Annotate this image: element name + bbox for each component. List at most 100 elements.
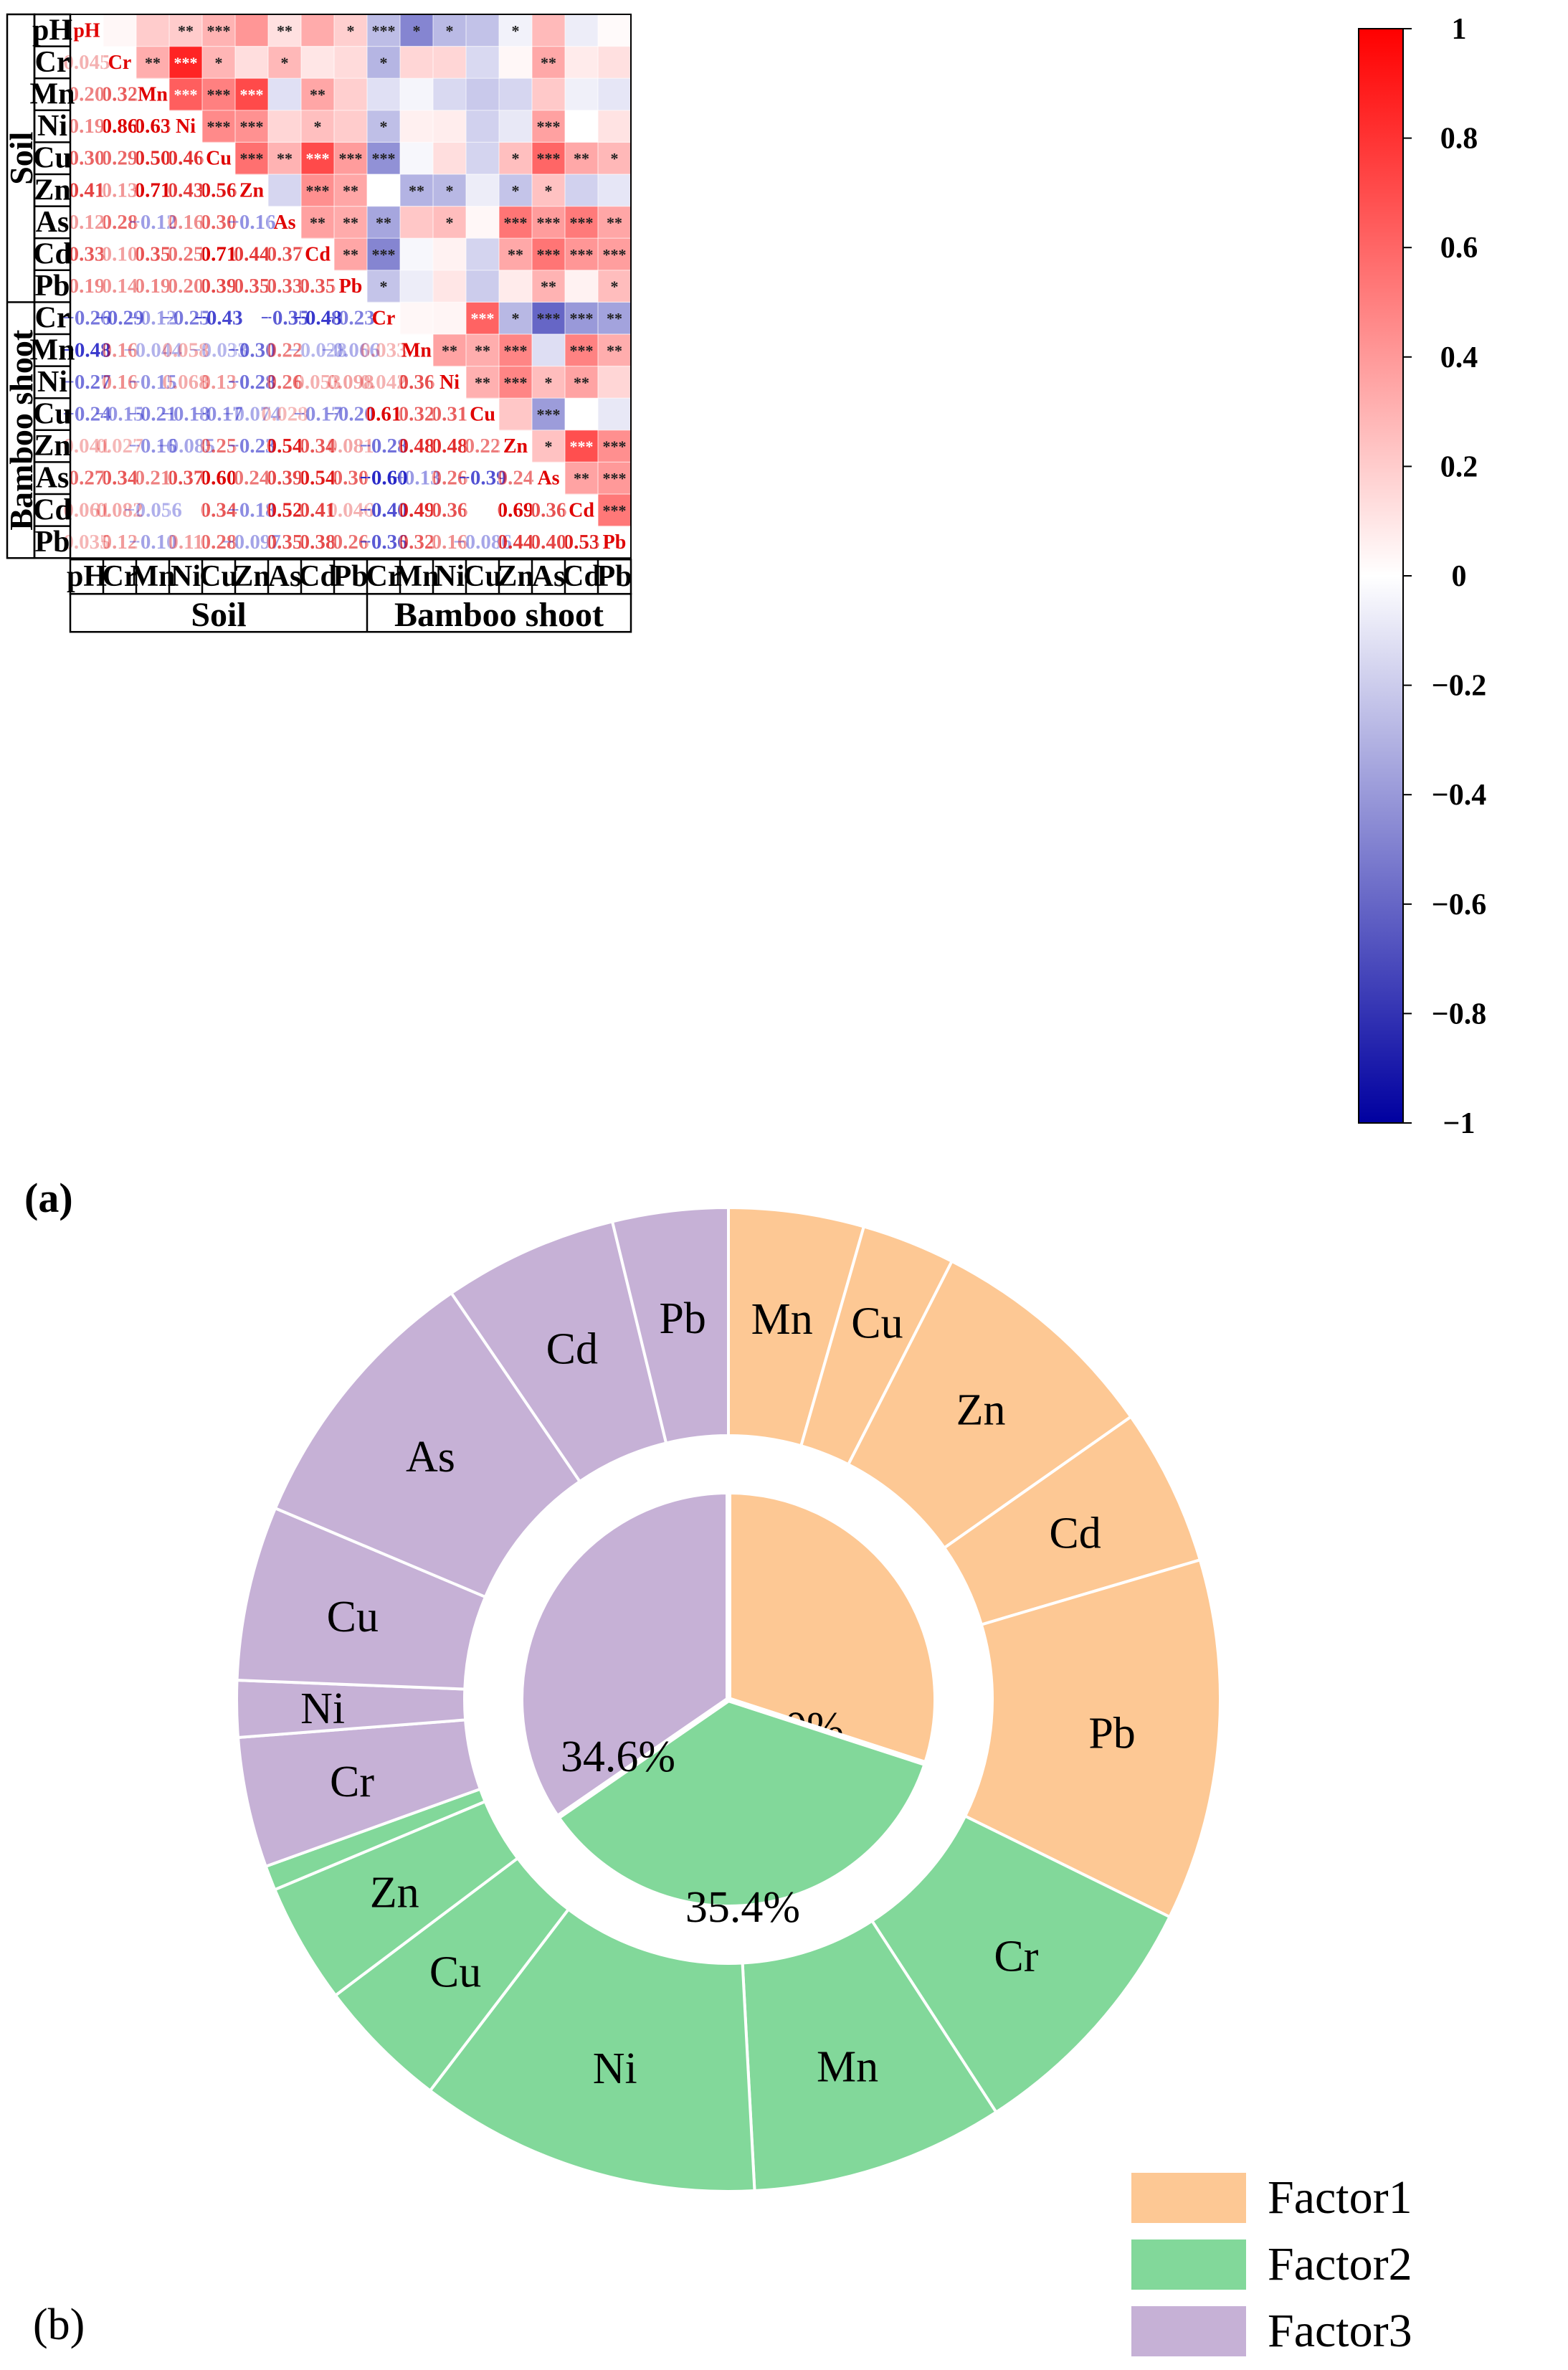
heatmap-cell	[433, 206, 467, 239]
correlation-coefficient: 0.34	[300, 435, 336, 458]
heatmap-cell	[532, 302, 566, 335]
heatmap-cell	[532, 78, 566, 111]
row-group-label: Soil	[3, 132, 39, 185]
correlation-coefficient: 0.63	[135, 115, 171, 138]
correlation-coefficient: 0.28	[102, 211, 138, 234]
heatmap-cell	[268, 46, 302, 79]
column-variable-label: Cd	[298, 560, 337, 593]
heatmap-cell	[103, 14, 137, 47]
heatmap-cell	[400, 78, 434, 111]
significance-stars: *	[512, 150, 520, 168]
heatmap-cell	[598, 46, 632, 79]
heatmap-cell	[301, 174, 335, 207]
significance-stars: **	[574, 374, 589, 392]
correlation-coefficient: 0.35	[300, 275, 336, 298]
correlation-coefficient: 0.30	[69, 147, 105, 170]
significance-stars: ***	[570, 437, 594, 455]
inner-slice-label: 34.6%	[561, 1733, 675, 1781]
column-variable-label: Mn	[130, 560, 176, 593]
outer-element-slice	[428, 1907, 756, 2193]
heatmap-cell	[466, 46, 500, 79]
heatmap-cell	[367, 46, 401, 79]
correlation-coefficient: 0.16	[168, 211, 204, 234]
column-variable-label: Cu	[463, 560, 502, 593]
correlation-coefficient: 0.10	[102, 243, 138, 266]
heatmap-cell	[433, 110, 467, 143]
significance-stars: ***	[372, 150, 396, 168]
correlation-coefficient: 0.081	[327, 435, 374, 458]
correlation-coefficient: 0.12	[69, 211, 105, 234]
heatmap-cell	[565, 366, 599, 399]
correlation-coefficient: 0.046	[327, 498, 374, 521]
correlation-coefficient: 0.34	[201, 498, 237, 521]
correlation-coefficient: −0.086	[453, 531, 512, 554]
diagonal-variable-label: Mn	[401, 339, 432, 361]
heatmap-cell	[367, 238, 401, 271]
significance-stars: **	[442, 341, 457, 359]
correlation-coefficient: 0.71	[135, 179, 171, 202]
heatmap-cell	[598, 142, 632, 175]
heatmap-cell	[499, 46, 533, 79]
correlation-coefficient: 0.16	[102, 371, 138, 394]
heatmap-cell	[433, 14, 467, 47]
heatmap-cell	[334, 174, 368, 207]
heatmap-cell	[565, 174, 599, 207]
significance-stars: *	[611, 278, 619, 295]
outer-slice-label: Zn	[956, 1386, 1006, 1435]
correlation-coefficient: 0.028	[261, 403, 308, 426]
heatmap-cell	[367, 78, 401, 111]
correlation-coefficient: 0.39	[267, 467, 303, 490]
correlation-coefficient: 0.44	[498, 531, 534, 554]
colorbar-tick-label: 0	[1452, 560, 1467, 593]
heatmap-cell	[301, 14, 335, 47]
diagonal-variable-label: Pb	[603, 531, 627, 554]
column-variable-label: As	[532, 560, 566, 593]
correlation-coefficient: 0.082	[96, 498, 143, 521]
significance-stars: **	[178, 22, 194, 39]
correlation-coefficient: 0.19	[69, 275, 105, 298]
row-variable-label: Cd	[33, 493, 72, 526]
correlation-coefficient: 0.49	[399, 498, 435, 521]
outer-element-slice	[273, 1291, 582, 1599]
correlation-coefficient: 0.32	[102, 83, 138, 106]
heatmap-cell	[367, 142, 401, 175]
heatmap-cell	[499, 174, 533, 207]
colorbar-tick-label: −0.4	[1432, 779, 1486, 812]
correlation-coefficient: 0.86	[102, 115, 138, 138]
heatmap-cell	[400, 238, 434, 271]
significance-stars: *	[281, 54, 289, 72]
correlation-coefficient: −0.028	[288, 338, 347, 361]
heatmap-cell	[235, 110, 269, 143]
heatmap-cell	[367, 14, 401, 47]
colorbar-tick-label: −1	[1443, 1107, 1476, 1140]
heatmap-cell	[532, 270, 566, 303]
correlation-coefficient: 0.31	[432, 403, 468, 426]
significance-stars: *	[545, 374, 553, 392]
panel-label-b: (b)	[33, 2300, 85, 2349]
correlation-coefficient: 0.40	[531, 531, 567, 554]
colorbar-tick-label: −0.8	[1432, 997, 1486, 1030]
column-variable-label: Mn	[394, 560, 439, 593]
heatmap-cell	[499, 238, 533, 271]
column-group-label: Soil	[191, 596, 246, 634]
heatmap-cell	[532, 174, 566, 207]
significance-stars: ***	[570, 246, 594, 264]
correlation-coefficient: 0.60	[201, 467, 237, 490]
heatmap-cell	[202, 14, 236, 47]
heatmap-cell	[598, 430, 632, 463]
correlation-coefficient: 0.30	[201, 211, 237, 234]
heatmap-cell	[532, 398, 566, 431]
outer-slice-label: Cr	[330, 1758, 374, 1806]
heatmap-cell	[499, 366, 533, 399]
colorbar-tick-label: 0.2	[1440, 450, 1478, 483]
correlation-coefficient: 0.27	[69, 467, 105, 490]
significance-stars: *	[215, 54, 223, 72]
heatmap-cell	[499, 270, 533, 303]
significance-stars: ***	[570, 214, 594, 232]
heatmap-cell	[499, 206, 533, 239]
significance-stars: ***	[603, 470, 627, 488]
correlation-coefficient: 0.28	[201, 531, 237, 554]
color-scale-bar: 1 0.8 0.6 0.4 0.2 0 −0.2 −0.4 −0.6 −0.8 −1	[1358, 13, 1486, 1140]
outer-slice-label: Ni	[593, 2044, 637, 2093]
correlation-coefficient: 0.53	[564, 531, 600, 554]
